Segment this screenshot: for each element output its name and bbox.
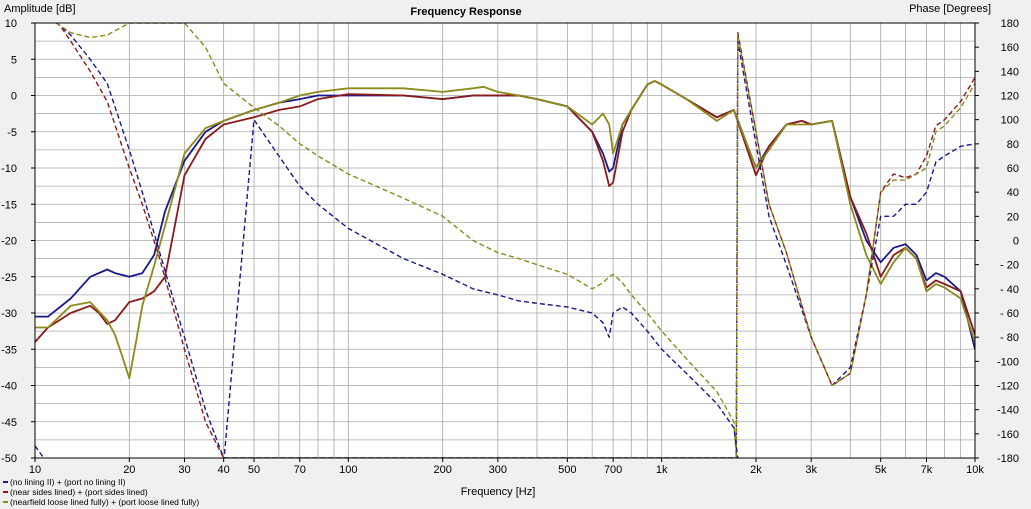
y-right-tick-label: -180 (997, 453, 1019, 465)
legend-entry: (near sides lined) + (port sides lined) (10, 487, 148, 497)
y-left-tick-label: -40 (1, 381, 17, 393)
y-right-tick-label: 60 (1007, 163, 1019, 175)
x-tick-label: 100 (339, 464, 357, 476)
y-right-tick-label: 100 (1001, 115, 1019, 127)
y-left-tick-label: -30 (1, 308, 17, 320)
legend-entry: (nearfield loose lined fully) + (port lo… (10, 497, 199, 507)
y-right-tick-label: 140 (1001, 66, 1019, 78)
y-left-tick-label: -20 (1, 236, 17, 248)
y-axis-left-ticks: 10 5 0 -5 -10 -15 -20 -25 -30 -35 -40 -45 -50 (1, 18, 35, 465)
x-tick-label: 7k (921, 464, 933, 476)
y-right-tick-label: 80 (1007, 139, 1019, 151)
x-tick-label: 3k (805, 464, 817, 476)
y-right-tick-label: -140 (997, 405, 1019, 417)
x-tick-label: 20 (123, 464, 135, 476)
y-left-tick-label: -15 (1, 199, 17, 211)
legend: (no lining II) + (port no lining II)(nea… (3, 477, 199, 507)
y-left-tick-label: 10 (5, 18, 17, 30)
series-layer (35, 23, 975, 458)
y-right-tick-label: - 60 (1000, 308, 1019, 320)
x-tick-label: 10 (29, 464, 41, 476)
y-left-tick-label: -25 (1, 272, 17, 284)
x-tick-label: 30 (178, 464, 190, 476)
y-left-tick-label: -35 (1, 344, 17, 356)
x-tick-label: 200 (433, 464, 451, 476)
x-tick-label: 10k (966, 464, 984, 476)
x-tick-label: 2k (750, 464, 762, 476)
x-axis-label: Frequency [Hz] (461, 486, 536, 498)
y-right-tick-label: 120 (1001, 91, 1019, 103)
series-line-3 (35, 80, 975, 380)
y-right-tick-label: 40 (1007, 187, 1019, 199)
y-left-tick-label: 0 (11, 91, 17, 103)
series-line-4 (35, 23, 975, 458)
y-right-tick-label: 20 (1007, 211, 1019, 223)
x-axis-ticks: 10 20 30 40 50 70 100 200 300 500 700 1k 2k 3k 5k 7k 10k (29, 458, 984, 476)
series-line-7 (35, 118, 739, 458)
y-axis-right-label: Phase [Degrees] (909, 3, 991, 15)
series-line-1 (35, 80, 975, 350)
y-left-tick-label: -10 (1, 163, 17, 175)
series-line-2 (35, 80, 975, 343)
y-right-tick-label: -120 (997, 381, 1019, 393)
x-tick-label: 40 (218, 464, 230, 476)
series-line-5 (35, 23, 975, 458)
x-tick-label: 5k (875, 464, 887, 476)
x-tick-label: 70 (294, 464, 306, 476)
y-right-tick-label: 160 (1001, 42, 1019, 54)
x-tick-label: 700 (604, 464, 622, 476)
x-tick-label: 50 (248, 464, 260, 476)
y-left-tick-label: -45 (1, 417, 17, 429)
chart-title: Frequency Response (410, 6, 521, 18)
y-right-tick-label: 180 (1001, 18, 1019, 30)
x-tick-label: 300 (489, 464, 507, 476)
y-right-tick-label: - 20 (1000, 260, 1019, 272)
y-axis-right-ticks: 180 160 140 120 100 80 60 40 20 0 - 20 - 40 - 60 - 80… (975, 18, 1019, 465)
y-right-tick-label: -160 (997, 429, 1019, 441)
y-right-tick-label: -100 (997, 356, 1019, 368)
y-left-tick-label: -5 (7, 127, 17, 139)
y-right-tick-label: 0 (1013, 236, 1019, 248)
y-left-tick-label: -50 (1, 453, 17, 465)
x-tick-label: 500 (558, 464, 576, 476)
y-right-tick-label: - 80 (1000, 332, 1019, 344)
y-axis-left-label: Amplitude [dB] (4, 3, 76, 15)
series-line-6 (35, 23, 975, 458)
legend-entry: (no lining II) + (port no lining II) (10, 477, 126, 487)
x-tick-label: 1k (656, 464, 668, 476)
y-right-tick-label: - 40 (1000, 284, 1019, 296)
y-left-tick-label: 5 (11, 54, 17, 66)
